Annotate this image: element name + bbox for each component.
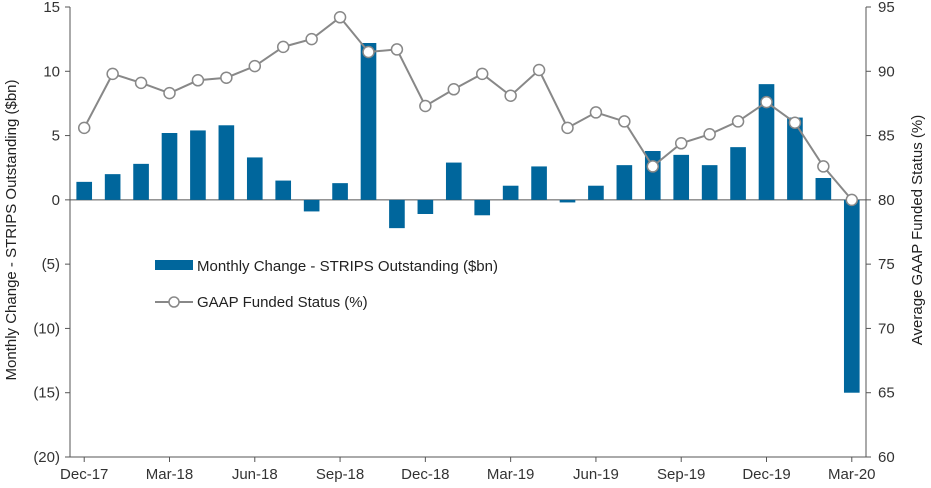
bar [815,178,832,200]
x-tick-label: Mar-20 [828,466,876,483]
line-point [703,128,716,141]
bar [559,199,576,203]
x-tick-label: Dec-17 [60,466,108,483]
line-point [220,71,233,84]
y-left-tick-label: (20) [33,449,60,466]
y-left-tick-label: 10 [43,63,60,80]
x-tick-label: Jun-19 [573,466,619,483]
line-point [134,76,148,90]
line-point [817,160,830,173]
y-right-tick-label: 90 [878,63,895,80]
bar [701,165,718,200]
line-point [248,59,262,73]
line-point [589,106,603,119]
y-axis-left-title: Monthly Change - STRIPS Outstanding ($bn… [3,80,20,381]
x-tick-label: Jun-18 [232,466,278,483]
line-point [731,115,745,128]
y-left-tick-label: (5) [42,256,60,273]
line-point [561,121,574,135]
bar [417,199,434,214]
bar [616,165,633,200]
line-point [191,74,205,87]
line-point [674,137,688,150]
line-point [646,160,660,173]
x-tick-label: Dec-19 [742,466,790,483]
y-left-tick-label: 5 [52,128,60,145]
legend-label-line: GAAP Funded Status (%) [197,294,368,311]
y-left-tick-label: 15 [43,0,60,16]
bar [246,157,263,200]
x-tick-label: Mar-19 [487,466,535,483]
legend: Monthly Change - STRIPS Outstanding ($bn… [155,258,498,311]
y-left-tick-label: (15) [33,385,60,402]
bar [758,84,775,200]
y-right-tick-label: 95 [878,0,895,16]
bar [445,162,462,200]
bar [843,199,860,393]
tick-labels: 15 10 5 0 (5) (10) (15) (20) 95 90 85 80 75 70 65 60 Dec… [33,0,894,483]
y-left-tick-label: (10) [33,320,60,337]
x-tick-label: Mar-18 [146,466,194,483]
bar [787,117,803,200]
line-point [447,83,461,96]
bar [303,199,320,212]
bar [76,181,93,200]
x-tick-label: Sep-19 [657,466,705,483]
line-point [362,45,375,59]
line-point [305,32,318,46]
bar [190,130,206,200]
line-point [163,86,176,100]
bar [275,180,292,200]
y-axis-right-title: Average GAAP Funded Status (%) [909,115,926,345]
line-point [390,43,404,56]
line-point [618,115,631,128]
line-point [760,95,773,109]
x-tick-label: Sep-18 [316,466,364,483]
bar [104,174,121,200]
bar-series [76,43,860,393]
line-point [788,116,802,129]
axes [65,6,871,462]
y-right-tick-label: 85 [878,128,895,145]
line-point [106,67,119,81]
bar [502,185,519,200]
funded-status-line [83,15,853,201]
x-tick-label: Dec-18 [401,466,449,483]
line-point [333,11,347,24]
line-point [845,193,859,207]
line-point [475,67,489,81]
legend-swatch-marker [168,296,180,308]
y-right-tick-label: 75 [878,256,895,273]
bar [332,183,348,200]
bar [531,166,547,200]
y-left-tick-label: 0 [52,192,60,209]
y-right-tick-label: 60 [878,449,895,466]
legend-swatch-bar [155,260,193,270]
line-point [77,121,91,135]
line-point [532,63,546,77]
y-right-tick-label: 80 [878,192,895,209]
bar [218,125,235,200]
bar [673,154,690,200]
line-point [276,40,290,54]
bar [360,43,377,200]
line-point [504,89,517,102]
bar [730,147,746,200]
line-series [77,11,859,207]
bar [588,185,604,200]
y-right-tick-label: 70 [878,320,895,337]
bar [474,199,491,216]
bar [389,199,405,229]
bar [133,163,149,200]
line-point [419,99,432,113]
bar [161,133,178,200]
y-right-tick-label: 65 [878,385,895,402]
legend-label-bar: Monthly Change - STRIPS Outstanding ($bn… [197,258,498,275]
